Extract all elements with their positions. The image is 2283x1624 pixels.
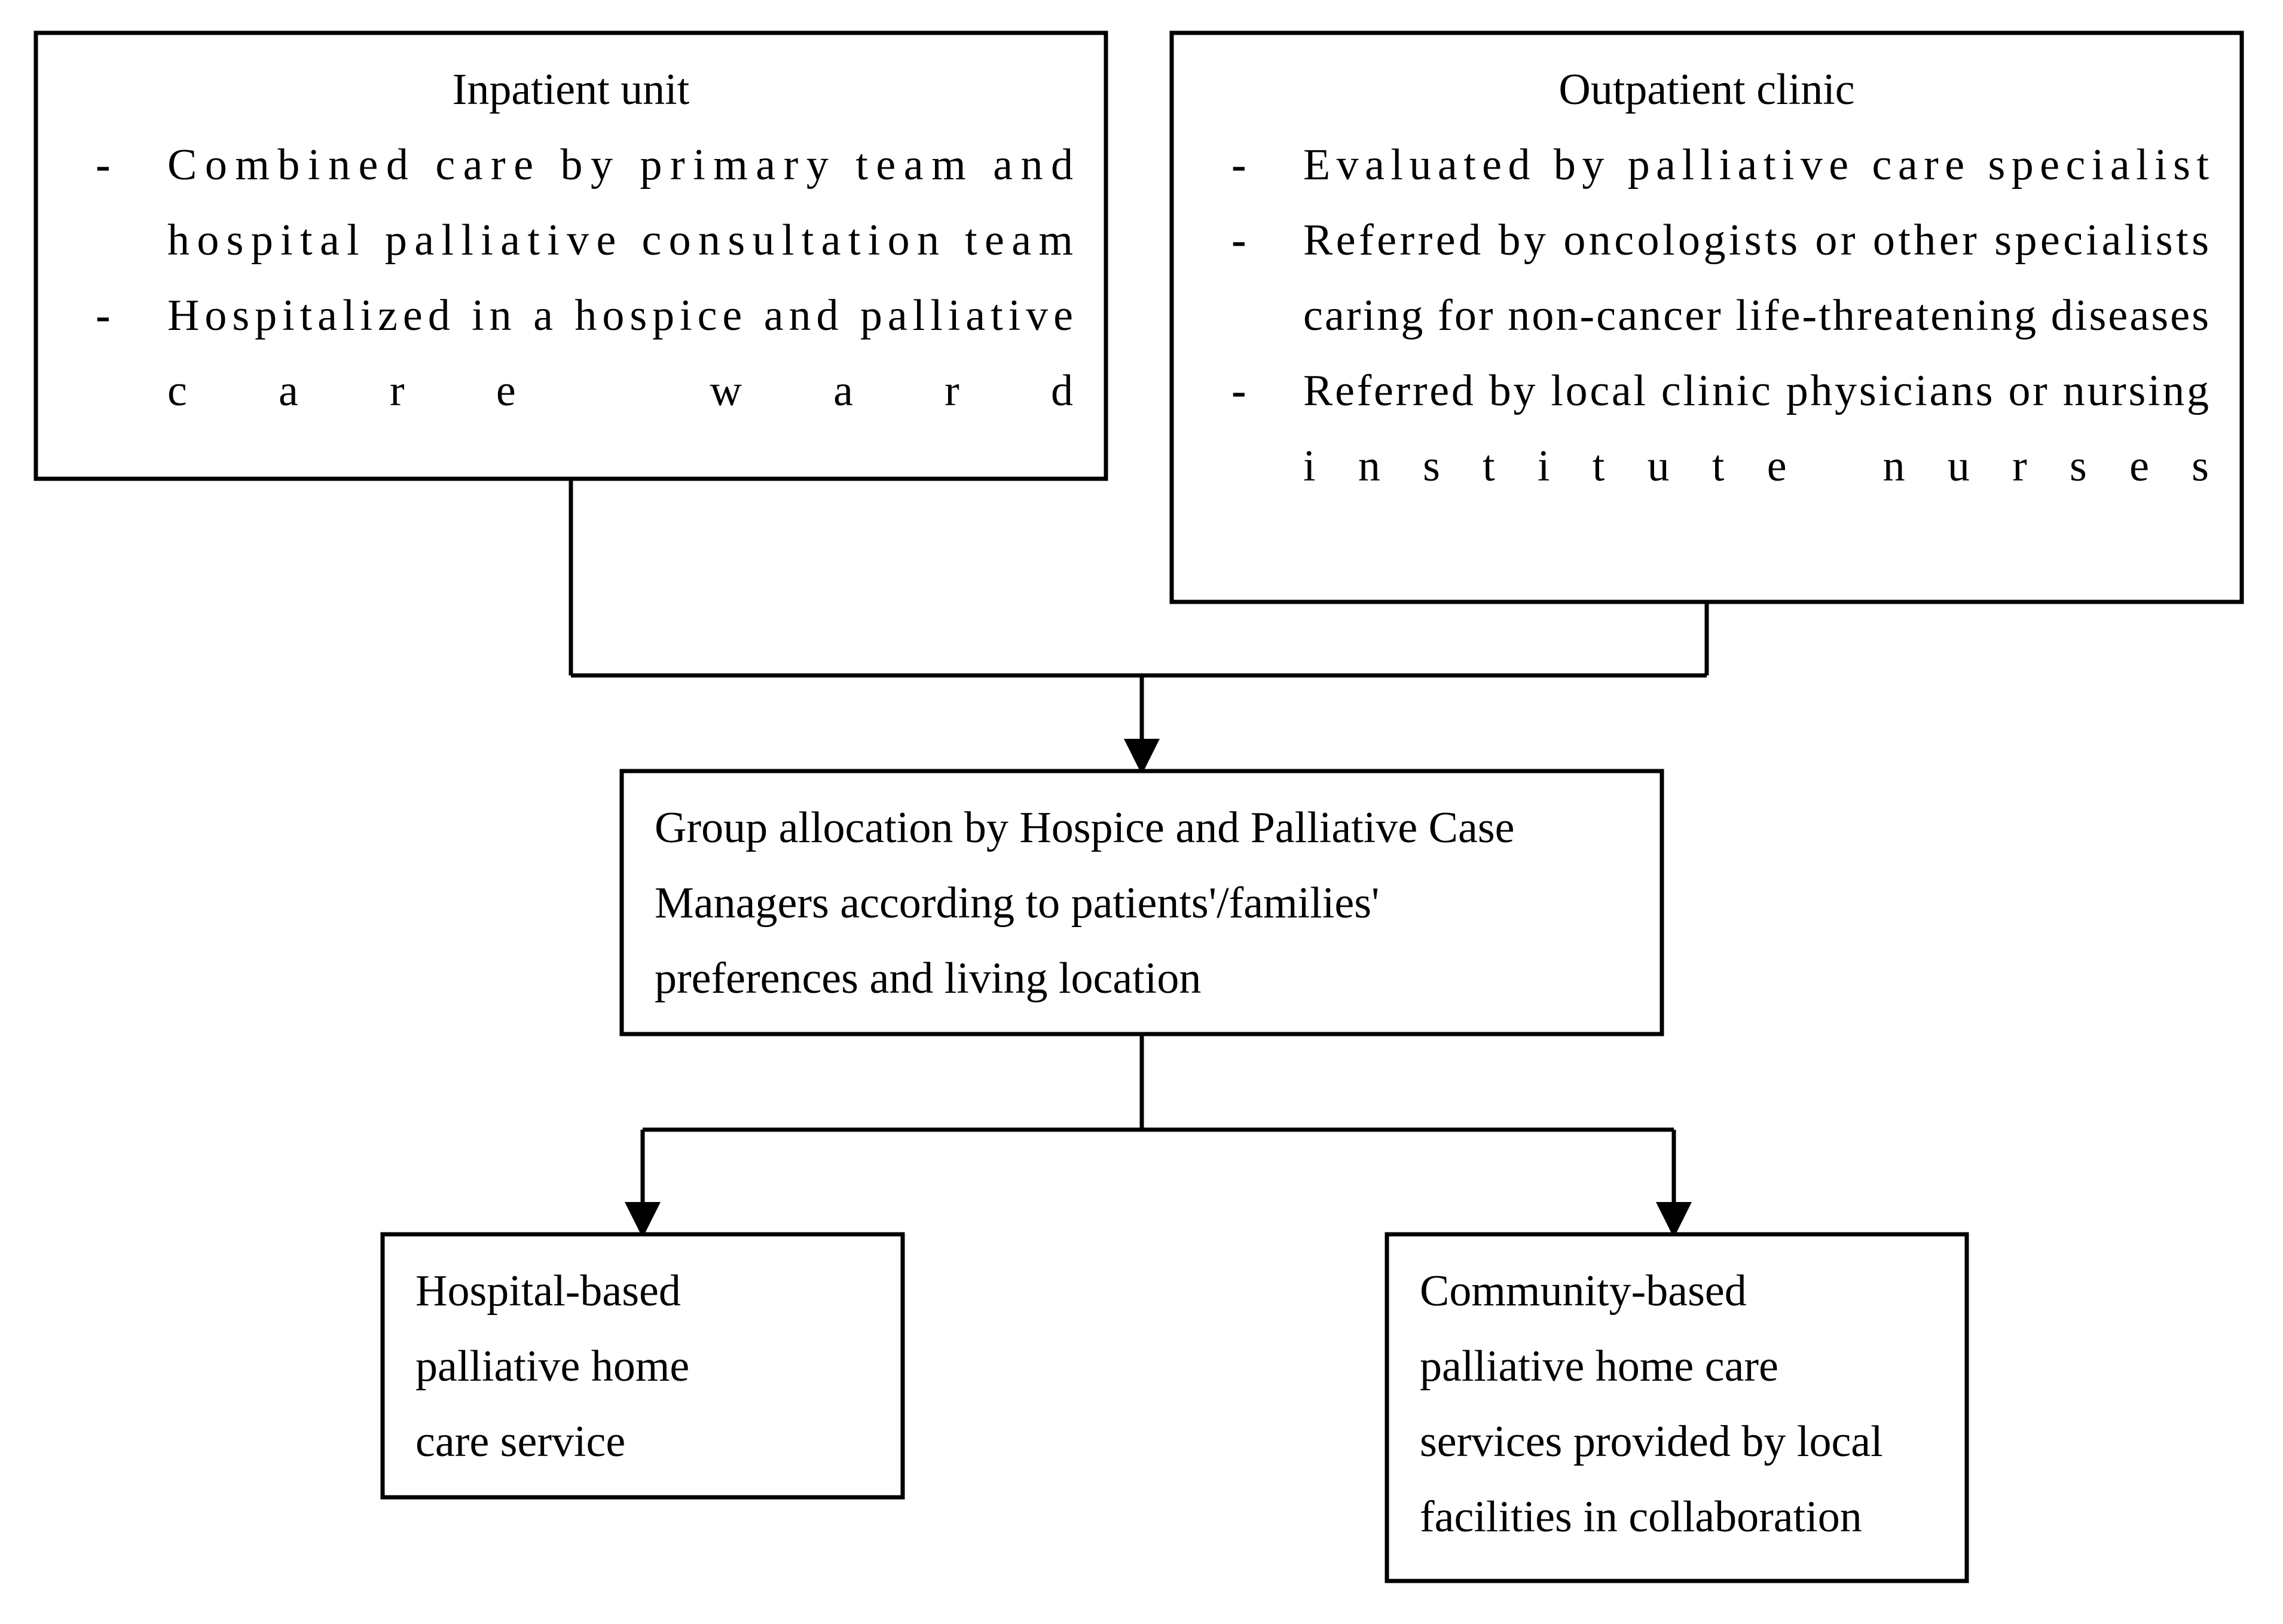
flowchart: Inpatient unit-Combined care by primary … [0, 0, 2283, 1624]
body-line: services provided by local [1420, 1417, 1883, 1466]
node-outpatient: Outpatient clinic - Evaluated by palliativ… [1172, 33, 2242, 602]
body-line: Managers according to patients'/families… [655, 879, 1379, 928]
bullet-line: Evaluated by palliative care specialist [1303, 140, 2209, 189]
node-inpatient: Inpatient unit-Combined care by primary … [36, 33, 1106, 479]
node-title: Inpatient unit [453, 65, 690, 114]
bullet-line: Referred by oncologists or other special… [1303, 216, 2209, 265]
node-community_hc: Community-based palliative home care servi… [1387, 1234, 1967, 1581]
body-line: Community-based [1420, 1267, 1747, 1316]
bullet-marker: - [96, 140, 111, 189]
node-hospital_hc: Hospital-based palliative home care servic… [383, 1234, 903, 1497]
bullet-marker: - [1231, 216, 1246, 265]
node-allocation: Group allocation by Hospice and Palliati… [622, 771, 1662, 1034]
bullet-marker: - [96, 291, 111, 340]
bullet-line: Hospitalized in a hospice and palliative [167, 291, 1073, 340]
bullet-marker: - [1231, 366, 1246, 415]
node-title: Outpatient clinic [1558, 65, 1854, 114]
bullet-line: caring for non-cancer life-threatening d… [1303, 291, 2209, 340]
bullet-line: Referred by local clinic physicians or n… [1303, 366, 2209, 415]
body-line: Group allocation by Hospice and Palliati… [655, 803, 1515, 852]
body-line: palliative home [415, 1342, 689, 1391]
body-line: preferences and living location [655, 954, 1201, 1003]
body-line: Hospital-based [415, 1267, 681, 1316]
nodes: Inpatient unit-Combined care by primary … [36, 33, 2242, 1581]
body-line: palliative home care [1420, 1342, 1778, 1391]
bullet-marker: - [1231, 140, 1246, 189]
body-line: care service [415, 1417, 625, 1466]
body-line: facilities in collaboration [1420, 1493, 1862, 1542]
